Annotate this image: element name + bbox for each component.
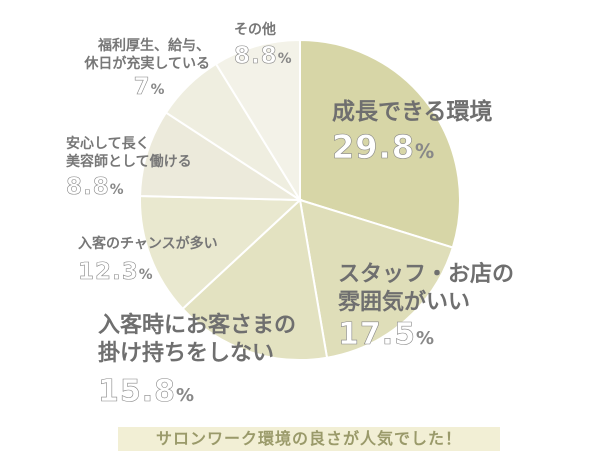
caption-banner: サロンワーク環境の良さが人気でした！ bbox=[118, 427, 500, 451]
pie-slice-6 bbox=[214, 38, 301, 204]
label-benefits-value: 7% bbox=[133, 74, 165, 101]
label-chances: 入客のチャンスが多い 12.3% bbox=[78, 236, 218, 286]
label-atmosphere-name-1: スタッフ・お店の bbox=[338, 262, 515, 287]
label-growth-value: 29.8% bbox=[332, 127, 435, 166]
label-chances-name: 入客のチャンスが多い bbox=[78, 236, 218, 252]
pie-slice-0 bbox=[299, 38, 461, 249]
label-no-overlap-value: 15.8% bbox=[98, 374, 195, 410]
label-longterm-name-1: 安心して長く bbox=[66, 136, 150, 152]
label-benefits-name-1: 福利厚生、給与、 bbox=[98, 38, 210, 54]
label-atmosphere-value: 17.5% bbox=[338, 317, 435, 353]
pie-slice-4 bbox=[139, 111, 304, 202]
label-atmosphere-name-2: 雰囲気がいい bbox=[338, 289, 471, 315]
label-benefits: 福利厚生、給与、 休日が充実している 7% bbox=[58, 38, 210, 102]
label-growth-name: 成長できる環境 bbox=[332, 99, 493, 125]
pie-slice-3 bbox=[139, 194, 303, 311]
label-no-overlap: 入客時にお客さまの 掛け持ちをしない 15.8% bbox=[98, 312, 296, 411]
label-other: その他 8.8% bbox=[234, 22, 292, 70]
label-no-overlap-name-2: 掛け持ちをしない bbox=[98, 340, 275, 366]
label-longterm-value: 8.8% bbox=[66, 174, 124, 201]
label-growth: 成長できる環境 29.8% bbox=[332, 98, 493, 167]
label-benefits-name-2: 休日が充実している bbox=[84, 55, 210, 72]
label-other-name: その他 bbox=[234, 22, 276, 38]
label-other-value: 8.8% bbox=[234, 42, 292, 69]
label-no-overlap-name-1: 入客時にお客さまの bbox=[98, 313, 297, 338]
label-longterm-name-2: 美容師として働ける bbox=[66, 153, 192, 170]
label-longterm: 安心して長く 美容師として働ける 8.8% bbox=[66, 136, 192, 202]
label-chances-value: 12.3% bbox=[78, 258, 153, 285]
pie-slice-2 bbox=[181, 198, 329, 361]
label-atmosphere: スタッフ・お店の 雰囲気がいい 17.5% bbox=[338, 261, 514, 354]
pie-slice-1 bbox=[298, 198, 455, 359]
